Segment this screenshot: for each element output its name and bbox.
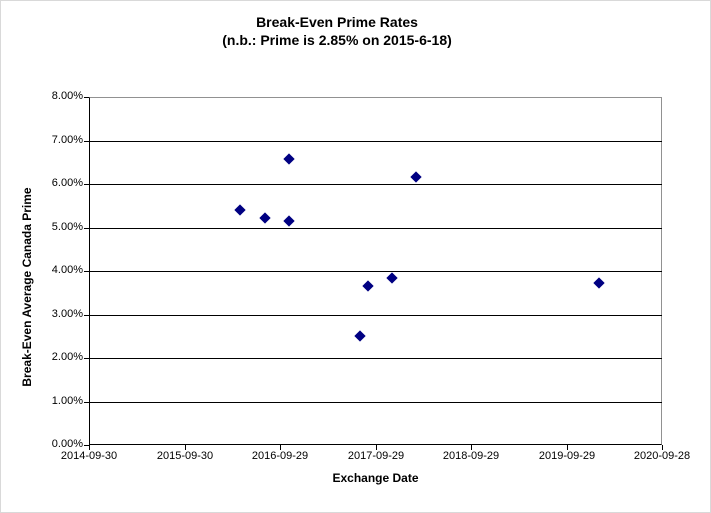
x-axis-tick <box>662 445 663 450</box>
y-gridline <box>89 184 662 185</box>
y-gridline <box>89 315 662 316</box>
chart-title: Break-Even Prime Rates <box>256 14 418 30</box>
y-axis-tick-label: 8.00% <box>51 90 83 102</box>
x-axis-tick-label: 2018-09-29 <box>442 450 500 462</box>
y-axis-tick <box>84 97 89 98</box>
y-axis-tick <box>84 228 89 229</box>
y-axis-tick-label: 6.00% <box>51 177 83 189</box>
y-gridline <box>89 271 662 272</box>
x-axis-tick <box>376 445 377 450</box>
x-axis-tick <box>89 445 90 450</box>
x-axis-tick-label: 2020-09-28 <box>633 450 691 462</box>
y-axis-tick-label: 2.00% <box>51 351 83 363</box>
y-axis-tick <box>84 184 89 185</box>
y-axis-tick <box>84 358 89 359</box>
x-axis-tick-label: 2016-09-29 <box>251 450 309 462</box>
y-axis-tick <box>84 141 89 142</box>
y-axis-tick-label: 7.00% <box>51 134 83 146</box>
x-axis-tick-label: 2019-09-29 <box>538 450 596 462</box>
x-axis-tick <box>280 445 281 450</box>
y-axis-tick-label: 0.00% <box>51 438 83 450</box>
y-gridline <box>89 141 662 142</box>
x-axis-tick <box>185 445 186 450</box>
x-axis-title: Exchange Date <box>332 471 419 485</box>
chart-title-block: Break-Even Prime Rates (n.b.: Prime is 2… <box>0 13 674 49</box>
y-axis-tick <box>84 402 89 403</box>
x-axis-tick <box>471 445 472 450</box>
y-axis-tick <box>84 445 89 446</box>
x-axis-tick-label: 2014-09-30 <box>60 450 118 462</box>
y-gridline <box>89 402 662 403</box>
y-gridline <box>89 358 662 359</box>
y-axis-tick <box>84 315 89 316</box>
y-axis-tick-label: 5.00% <box>51 221 83 233</box>
x-axis-tick-label: 2015-09-30 <box>156 450 214 462</box>
x-axis-tick-label: 2017-09-29 <box>347 450 405 462</box>
y-axis-tick-label: 1.00% <box>51 395 83 407</box>
y-axis-tick-label: 4.00% <box>51 264 83 276</box>
y-gridline <box>89 228 662 229</box>
x-axis-tick <box>567 445 568 450</box>
y-axis-tick <box>84 271 89 272</box>
y-axis-tick-label: 3.00% <box>51 308 83 320</box>
chart-subtitle: (n.b.: Prime is 2.85% on 2015-6-18) <box>222 32 452 48</box>
